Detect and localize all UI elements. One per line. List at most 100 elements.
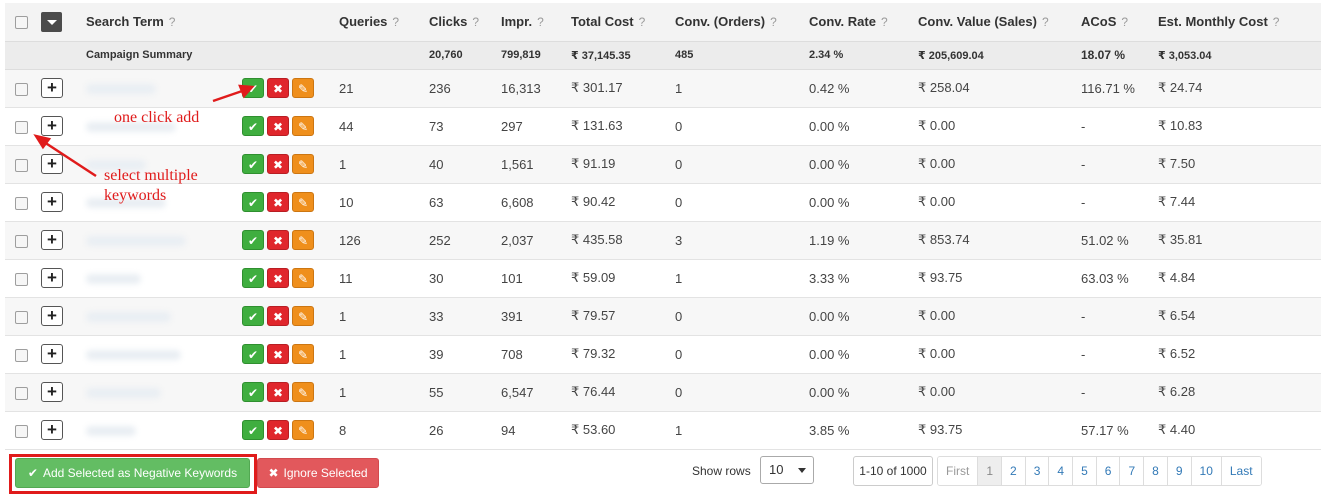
expand-row-button[interactable]: + (41, 116, 63, 136)
col-impr[interactable]: Impr.? (497, 3, 567, 42)
page-3[interactable]: 3 (1025, 457, 1050, 485)
help-icon[interactable]: ? (537, 15, 544, 30)
help-icon[interactable]: ? (1272, 15, 1280, 30)
cell-conv-rate: 0.00 % (805, 145, 914, 184)
rows-per-page-select[interactable]: 10 (760, 456, 814, 484)
help-icon[interactable]: ? (1041, 15, 1049, 30)
row-checkbox[interactable] (15, 158, 28, 172)
page-2[interactable]: 2 (1002, 457, 1026, 485)
x-icon: ✖ (272, 424, 284, 438)
row-checkbox[interactable] (15, 272, 28, 286)
row-checkbox[interactable] (15, 386, 28, 400)
edit-button[interactable]: ✎ (292, 344, 314, 364)
edit-button[interactable]: ✎ (292, 78, 314, 98)
page-last[interactable]: Last (1221, 457, 1261, 485)
col-queries[interactable]: Queries? (335, 3, 425, 42)
page-9[interactable]: 9 (1167, 457, 1192, 485)
help-icon[interactable]: ? (638, 15, 646, 30)
page-5[interactable]: 5 (1073, 457, 1097, 485)
cell-conv-rate: 0.42 % (805, 69, 914, 108)
col-est-monthly-cost[interactable]: Est. Monthly Cost? (1154, 3, 1321, 42)
edit-button[interactable]: ✎ (292, 192, 314, 212)
edit-button[interactable]: ✎ (292, 420, 314, 440)
help-icon[interactable]: ? (392, 15, 400, 30)
expand-row-button[interactable]: + (41, 192, 63, 212)
ignore-button[interactable]: ✖ (267, 306, 289, 326)
pencil-icon: ✎ (297, 310, 309, 324)
expand-row-button[interactable]: + (41, 268, 63, 288)
col-search-term[interactable]: Search Term? (82, 3, 238, 42)
ignore-button[interactable]: ✖ (267, 230, 289, 250)
row-checkbox[interactable] (15, 196, 28, 210)
expand-row-button[interactable]: + (41, 230, 63, 250)
edit-button[interactable]: ✎ (292, 154, 314, 174)
col-conv-value[interactable]: Conv. Value (Sales)? (914, 3, 1077, 42)
check-icon: ✔ (247, 120, 259, 134)
help-icon[interactable]: ? (1121, 15, 1129, 30)
ignore-button[interactable]: ✖ (267, 154, 289, 174)
col-acos[interactable]: ACoS? (1077, 3, 1154, 42)
cell-impr: 16,313 (497, 69, 567, 108)
add-negative-button[interactable]: ✔ (242, 382, 264, 402)
edit-button[interactable]: ✎ (292, 382, 314, 402)
col-clicks[interactable]: Clicks? (425, 3, 497, 42)
ignore-button[interactable]: ✖ (267, 344, 289, 364)
page-8[interactable]: 8 (1144, 457, 1168, 485)
expand-row-button[interactable]: + (41, 154, 63, 174)
ignore-button[interactable]: ✖ (267, 420, 289, 440)
help-icon[interactable]: ? (168, 15, 176, 30)
help-icon[interactable]: ? (770, 15, 777, 30)
expand-row-button[interactable]: + (41, 420, 63, 440)
col-conv-orders[interactable]: Conv. (Orders)? (671, 3, 805, 42)
row-checkbox[interactable] (15, 120, 28, 134)
bulk-actions-dropdown[interactable] (41, 11, 62, 32)
add-negative-button[interactable]: ✔ (242, 306, 264, 326)
col-conv-rate[interactable]: Conv. Rate? (805, 3, 914, 42)
row-checkbox[interactable] (15, 424, 28, 438)
page-1[interactable]: 1 (978, 457, 1003, 485)
add-negative-button[interactable]: ✔ (242, 344, 264, 364)
ignore-button[interactable]: ✖ (267, 382, 289, 402)
ignore-selected-button[interactable]: ✖ Ignore Selected (257, 458, 379, 488)
add-selected-negative-button[interactable]: ✔ Add Selected as Negative Keywords (15, 458, 250, 488)
page-first[interactable]: First (938, 457, 979, 485)
col-total-cost[interactable]: Total Cost? (567, 3, 671, 42)
expand-row-button[interactable]: + (41, 306, 63, 326)
edit-button[interactable]: ✎ (292, 268, 314, 288)
row-checkbox[interactable] (15, 82, 28, 96)
edit-button[interactable]: ✎ (292, 230, 314, 250)
x-icon: ✖ (272, 120, 284, 134)
help-icon[interactable]: ? (880, 15, 888, 30)
pencil-icon: ✎ (297, 158, 309, 172)
ignore-button[interactable]: ✖ (267, 192, 289, 212)
check-icon: ✔ (247, 82, 259, 96)
add-negative-button[interactable]: ✔ (242, 192, 264, 212)
edit-button[interactable]: ✎ (292, 116, 314, 136)
row-checkbox[interactable] (15, 348, 28, 362)
add-negative-button[interactable]: ✔ (242, 78, 264, 98)
add-negative-button[interactable]: ✔ (242, 268, 264, 288)
search-term-cell (82, 297, 238, 336)
ignore-button[interactable]: ✖ (267, 78, 289, 98)
edit-button[interactable]: ✎ (292, 306, 314, 326)
cell-clicks: 39 (425, 335, 497, 374)
row-checkbox[interactable] (15, 310, 28, 324)
add-negative-button[interactable]: ✔ (242, 154, 264, 174)
help-icon[interactable]: ? (472, 15, 479, 30)
row-checkbox[interactable] (15, 234, 28, 248)
page-6[interactable]: 6 (1096, 457, 1121, 485)
add-negative-button[interactable]: ✔ (242, 230, 264, 250)
ignore-button[interactable]: ✖ (267, 116, 289, 136)
cell-acos: 51.02 % (1077, 221, 1154, 260)
add-negative-button[interactable]: ✔ (242, 116, 264, 136)
add-negative-button[interactable]: ✔ (242, 420, 264, 440)
page-4[interactable]: 4 (1049, 457, 1074, 485)
expand-row-button[interactable]: + (41, 78, 63, 98)
check-icon: ✔ (247, 196, 259, 210)
expand-row-button[interactable]: + (41, 382, 63, 402)
select-all-checkbox[interactable] (15, 16, 28, 30)
ignore-button[interactable]: ✖ (267, 268, 289, 288)
expand-row-button[interactable]: + (41, 344, 63, 364)
page-10[interactable]: 10 (1191, 457, 1222, 485)
page-7[interactable]: 7 (1120, 457, 1145, 485)
